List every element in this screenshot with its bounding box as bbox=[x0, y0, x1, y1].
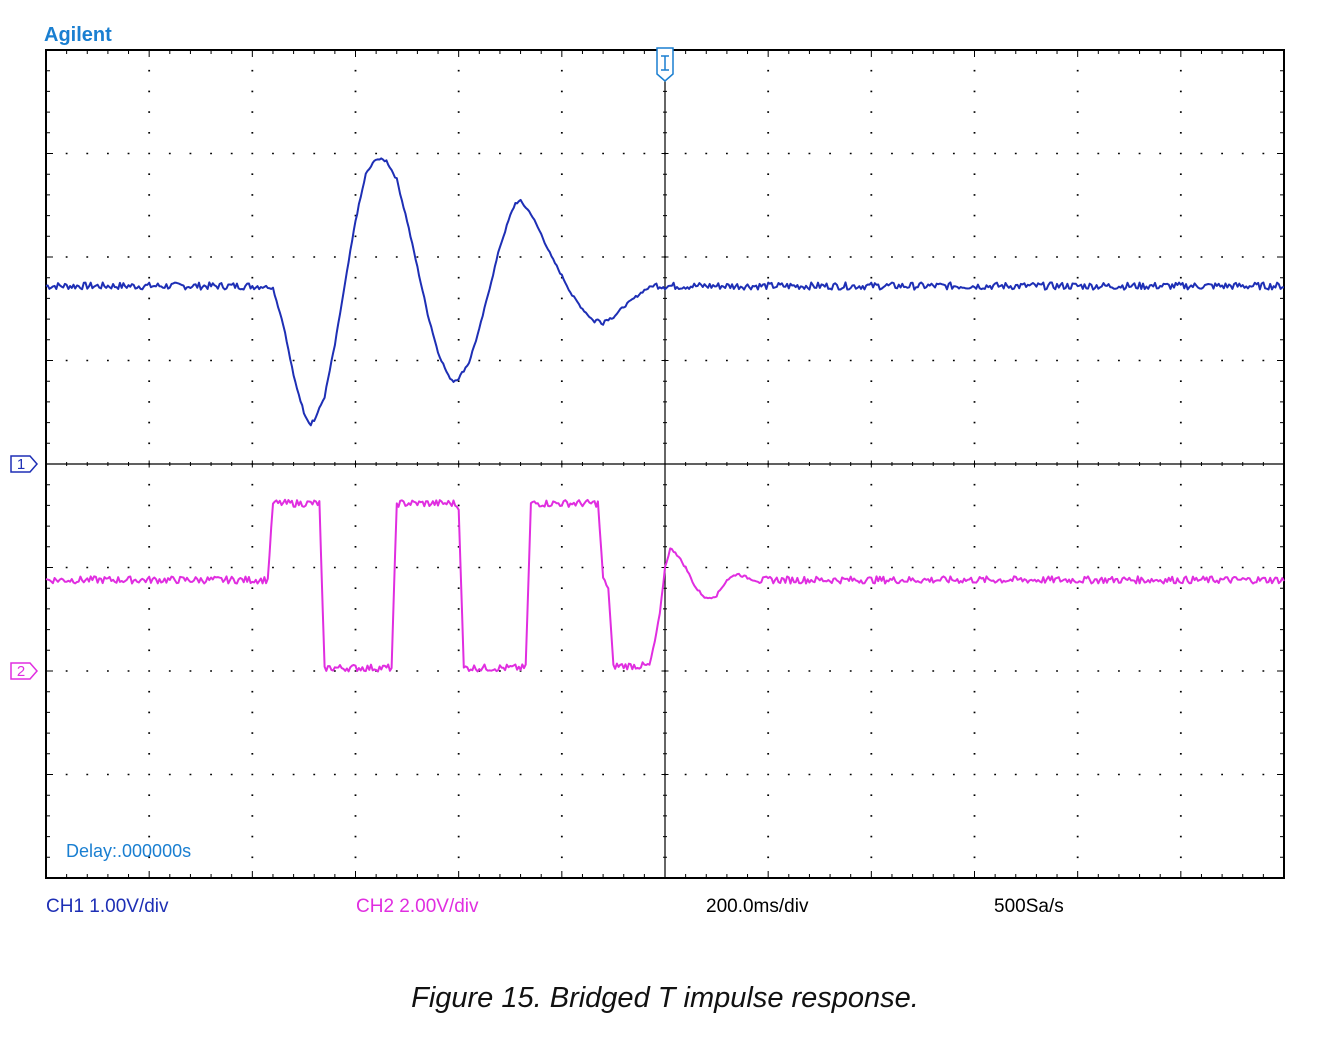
channel-markers: 12 bbox=[10, 47, 674, 680]
traces bbox=[45, 157, 1285, 673]
grid-ticks bbox=[45, 49, 1285, 879]
ch2-ground-marker: 2 bbox=[10, 662, 38, 680]
ch1-scale-label: CH1 1.00V/div bbox=[46, 896, 169, 917]
trigger-icon bbox=[661, 55, 669, 71]
trace-ch2 bbox=[45, 498, 1285, 673]
ch1-ground-marker-label: 1 bbox=[17, 456, 25, 473]
ch2-scale-label: CH2 2.00V/div bbox=[356, 896, 479, 917]
timebase-label: 200.0ms/div bbox=[706, 896, 809, 917]
delay-readout: Delay:.000000s bbox=[66, 841, 192, 861]
trigger-position-marker bbox=[656, 47, 674, 82]
ch2-ground-marker-shape bbox=[10, 662, 38, 680]
trace-ch1 bbox=[45, 157, 1285, 427]
graticule bbox=[45, 49, 1285, 879]
ch1-ground-marker-shape bbox=[10, 455, 38, 473]
brand-logo: Agilent bbox=[44, 24, 112, 46]
grid-dots bbox=[65, 69, 1265, 859]
figure-caption: Figure 15. Bridged T impulse response. bbox=[411, 982, 919, 1014]
ch2-ground-marker-label: 2 bbox=[17, 663, 25, 680]
ch1-ground-marker: 1 bbox=[10, 455, 38, 473]
sample-rate-label: 500Sa/s bbox=[994, 896, 1064, 917]
